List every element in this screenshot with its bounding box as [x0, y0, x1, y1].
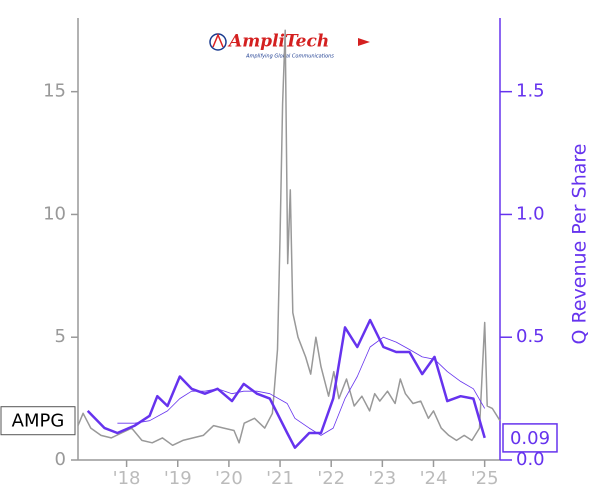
- x-tick-label: '20: [215, 468, 243, 489]
- logo: AmpliTech Amplifying Global Communicatio…: [209, 32, 370, 60]
- y-tick-label: 0: [55, 449, 66, 470]
- y2-axis-title: Q Revenue Per Share: [569, 144, 591, 345]
- series-line: [117, 336, 486, 436]
- x-tick-label: '18: [113, 468, 141, 489]
- series-line: [77, 29, 501, 447]
- x-tick-label: '19: [164, 468, 192, 489]
- logo-icon-mark: [212, 33, 224, 48]
- y-tick-label: 10: [43, 203, 66, 224]
- x-tick-label: '25: [471, 468, 499, 489]
- x-tick-label: '24: [420, 468, 448, 489]
- y2-tick-label: 1.0: [516, 203, 545, 224]
- y-tick-label: 5: [55, 326, 66, 347]
- x-tick-label: '23: [368, 468, 396, 489]
- x-tick-label: '21: [266, 468, 294, 489]
- last-value-box: [502, 423, 558, 453]
- logo-arrow: [358, 38, 370, 46]
- last-value-label: 0.09: [510, 428, 550, 449]
- logo-tagline: Amplifying Global Communications: [245, 54, 334, 60]
- ticker-label: AMPG: [12, 411, 65, 432]
- series-line: [86, 318, 486, 449]
- y2-tick-label: 1.5: [516, 81, 545, 102]
- y2-tick-label: 0.5: [516, 326, 545, 347]
- x-tick-label: '22: [317, 468, 345, 489]
- y2-tick-label: 0.0: [516, 449, 545, 470]
- ticker-box: [0, 406, 76, 436]
- y-tick-label: 15: [43, 81, 66, 102]
- logo-text: AmpliTech: [227, 32, 329, 52]
